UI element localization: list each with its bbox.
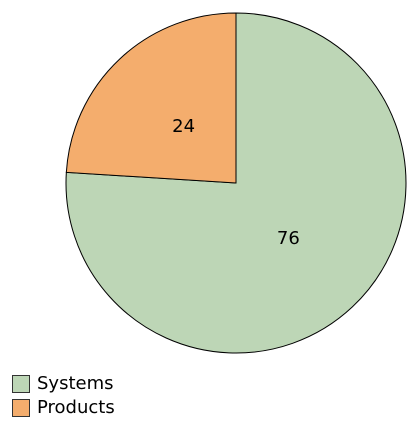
legend-label: Systems <box>37 373 114 394</box>
legend-swatch <box>12 399 30 417</box>
pie-slice <box>65 12 407 354</box>
data-label: 24 <box>172 116 195 137</box>
data-label: 76 <box>277 228 300 249</box>
pie-slice <box>65 12 237 184</box>
legend-label: Products <box>37 397 115 418</box>
legend-swatch <box>12 375 30 393</box>
